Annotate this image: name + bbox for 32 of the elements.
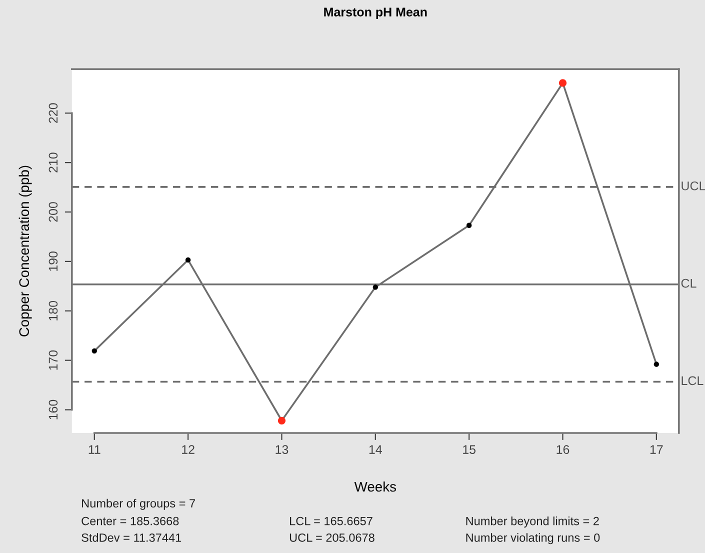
x-tick-label: 14 xyxy=(369,445,382,454)
text: Number of groups = 7 xyxy=(82,498,195,510)
text: Number violating runs = 0 xyxy=(466,533,600,544)
y-tick-label: 220 xyxy=(48,103,58,123)
x-tick-label: 17 xyxy=(650,445,663,454)
y-tick-label: 180 xyxy=(48,300,58,320)
point xyxy=(466,222,472,228)
ref-line-label: CL xyxy=(681,278,696,288)
y-axis-title: Copper Concentration (ppb) xyxy=(18,166,32,336)
ref-line-label: LCL xyxy=(682,376,704,386)
text: StdDev = 11.37441 xyxy=(82,533,182,542)
x-axis-title: Weeks xyxy=(354,481,396,492)
chart-title: Marston pH Mean xyxy=(324,8,427,19)
y-tick-label: 210 xyxy=(48,152,58,172)
y-tick-label: 160 xyxy=(48,400,58,420)
ref-line-label: UCL xyxy=(682,181,705,190)
x-tick-label: 16 xyxy=(556,445,570,454)
y-tick-label: 190 xyxy=(48,252,58,271)
text: Number beyond limits = 2 xyxy=(466,516,599,528)
y-tick-label: 170 xyxy=(48,350,58,370)
x-tick-label: 13 xyxy=(276,445,288,454)
x-tick-label: 12 xyxy=(182,445,194,454)
point xyxy=(372,284,378,290)
text: LCL = 165.6657 xyxy=(290,516,372,526)
point xyxy=(92,348,97,354)
text: Center = 185.3668 xyxy=(82,516,179,526)
point xyxy=(185,257,191,263)
y-tick-label: 200 xyxy=(48,202,58,222)
x-tick-label: 15 xyxy=(463,445,476,454)
point xyxy=(654,362,660,367)
x-tick-label: 11 xyxy=(88,445,100,454)
text: UCL = 205.0678 xyxy=(290,533,374,542)
